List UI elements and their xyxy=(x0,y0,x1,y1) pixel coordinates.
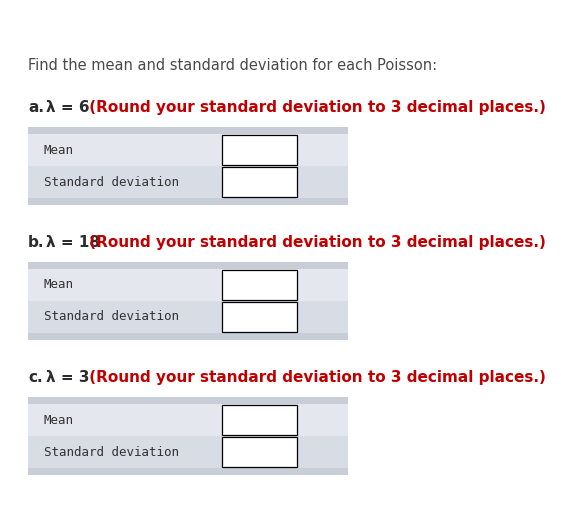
Bar xyxy=(28,333,348,340)
Text: λ = 18: λ = 18 xyxy=(46,235,100,250)
Bar xyxy=(28,436,348,468)
Bar xyxy=(28,262,348,269)
Text: λ = 6: λ = 6 xyxy=(46,100,90,115)
Bar xyxy=(222,437,297,467)
Text: Mean: Mean xyxy=(44,144,74,156)
Text: c.: c. xyxy=(28,370,43,385)
Text: Mean: Mean xyxy=(44,413,74,427)
Bar xyxy=(222,405,297,435)
Bar xyxy=(222,302,297,332)
Bar xyxy=(222,135,297,165)
Text: (Round your standard deviation to 3 decimal places.): (Round your standard deviation to 3 deci… xyxy=(84,370,546,385)
Bar xyxy=(28,134,348,166)
Text: Mean: Mean xyxy=(44,278,74,292)
Bar xyxy=(28,397,348,475)
Bar xyxy=(28,397,348,404)
Bar xyxy=(222,270,297,300)
Text: a.: a. xyxy=(28,100,44,115)
Bar xyxy=(222,167,297,197)
Text: Standard deviation: Standard deviation xyxy=(44,176,179,188)
Text: (Round your standard deviation to 3 decimal places.): (Round your standard deviation to 3 deci… xyxy=(84,100,546,115)
Bar xyxy=(28,198,348,205)
Bar xyxy=(28,404,348,436)
Bar xyxy=(28,301,348,333)
Bar xyxy=(28,127,348,205)
Text: λ = 3: λ = 3 xyxy=(46,370,90,385)
Bar xyxy=(28,127,348,134)
Bar xyxy=(28,269,348,301)
Text: (Round your standard deviation to 3 decimal places.): (Round your standard deviation to 3 deci… xyxy=(84,235,546,250)
Bar xyxy=(28,262,348,340)
Text: Find the mean and standard deviation for each Poisson:: Find the mean and standard deviation for… xyxy=(28,58,437,73)
Bar xyxy=(28,468,348,475)
Bar xyxy=(28,166,348,198)
Text: Standard deviation: Standard deviation xyxy=(44,310,179,324)
Text: Standard deviation: Standard deviation xyxy=(44,445,179,459)
Text: b.: b. xyxy=(28,235,44,250)
